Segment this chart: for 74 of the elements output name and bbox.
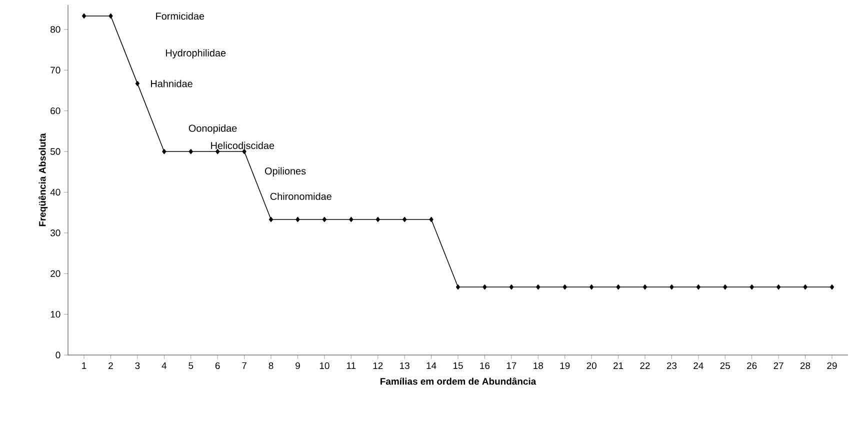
point	[830, 284, 834, 290]
annotation: Helicodiscidae	[211, 142, 274, 150]
y-tick-label: 70	[50, 66, 60, 74]
x-tick-label: 11	[346, 362, 356, 369]
point	[670, 284, 674, 290]
annotation: Oonopidae	[188, 124, 237, 134]
x-tick-label: 8	[268, 362, 274, 370]
point	[188, 148, 193, 154]
y-tick-label: 40	[50, 188, 60, 196]
x-tick-label: 22	[640, 362, 650, 369]
point	[723, 284, 728, 290]
annotation: Hydrophilidae	[166, 49, 226, 58]
annotation: Chironomidae	[270, 192, 332, 200]
x-tick-label: 6	[215, 362, 220, 370]
x-tick-label: 16	[480, 362, 490, 370]
x-tick-label: 13	[400, 362, 410, 370]
x-tick-label: 24	[694, 362, 704, 369]
point	[376, 216, 380, 222]
y-tick-label: 0	[56, 352, 60, 358]
point	[268, 216, 274, 222]
x-tick-label: 14	[426, 362, 436, 369]
point	[562, 284, 567, 290]
point	[402, 216, 407, 222]
point	[803, 284, 808, 290]
y-tick-label: 50	[50, 148, 60, 155]
point	[509, 284, 514, 290]
point	[429, 216, 434, 222]
x-tick-label: 9	[296, 362, 300, 370]
point	[162, 148, 166, 154]
x-tick-label: 27	[774, 362, 784, 369]
y-tick-label: 30	[50, 230, 60, 236]
point	[536, 284, 540, 290]
y-axis-title: Freqüência Absoluta	[38, 133, 48, 226]
point	[296, 216, 300, 222]
point	[590, 284, 594, 290]
x-tick-label: 15	[453, 362, 463, 369]
annotation: Opiliones	[265, 167, 306, 176]
annotation: Hahnidae	[151, 80, 192, 88]
x-tick-label: 2	[108, 362, 113, 369]
x-tick-label: 21	[613, 362, 624, 369]
y-tick-label: 60	[50, 107, 60, 114]
point	[642, 284, 648, 290]
x-tick-label: 28	[800, 362, 810, 370]
point	[750, 284, 754, 290]
x-tick-label: 23	[666, 362, 677, 370]
y-tick-label: 10	[50, 310, 60, 318]
x-tick-label: 19	[560, 362, 570, 370]
y-tick-label: 80	[50, 26, 60, 33]
x-tick-label: 10	[320, 362, 330, 370]
x-tick-label: 26	[747, 362, 757, 370]
x-tick-label: 17	[506, 362, 516, 369]
point	[82, 13, 86, 19]
point	[108, 13, 113, 19]
x-tick-label: 25	[720, 362, 730, 370]
annotation: Formicidae	[156, 12, 204, 20]
point	[482, 284, 487, 290]
x-tick-label: 12	[373, 362, 383, 369]
point	[696, 284, 700, 290]
x-tick-label: 5	[188, 362, 194, 369]
x-tick-label: 3	[135, 362, 140, 370]
point	[135, 80, 140, 86]
x-axis-title: Famílias em ordem de Abundância	[380, 378, 536, 385]
x-tick-label: 20	[586, 362, 596, 370]
point	[349, 216, 354, 222]
x-tick-label: 1	[82, 362, 86, 369]
point	[616, 284, 620, 290]
point	[776, 284, 781, 290]
y-tick-label: 20	[50, 270, 60, 277]
x-tick-label: 7	[242, 362, 246, 369]
x-tick-label: 18	[534, 362, 543, 370]
point	[322, 216, 326, 222]
point	[456, 284, 460, 290]
x-tick-label: 4	[162, 362, 167, 369]
x-tick-label: 29	[827, 362, 837, 370]
